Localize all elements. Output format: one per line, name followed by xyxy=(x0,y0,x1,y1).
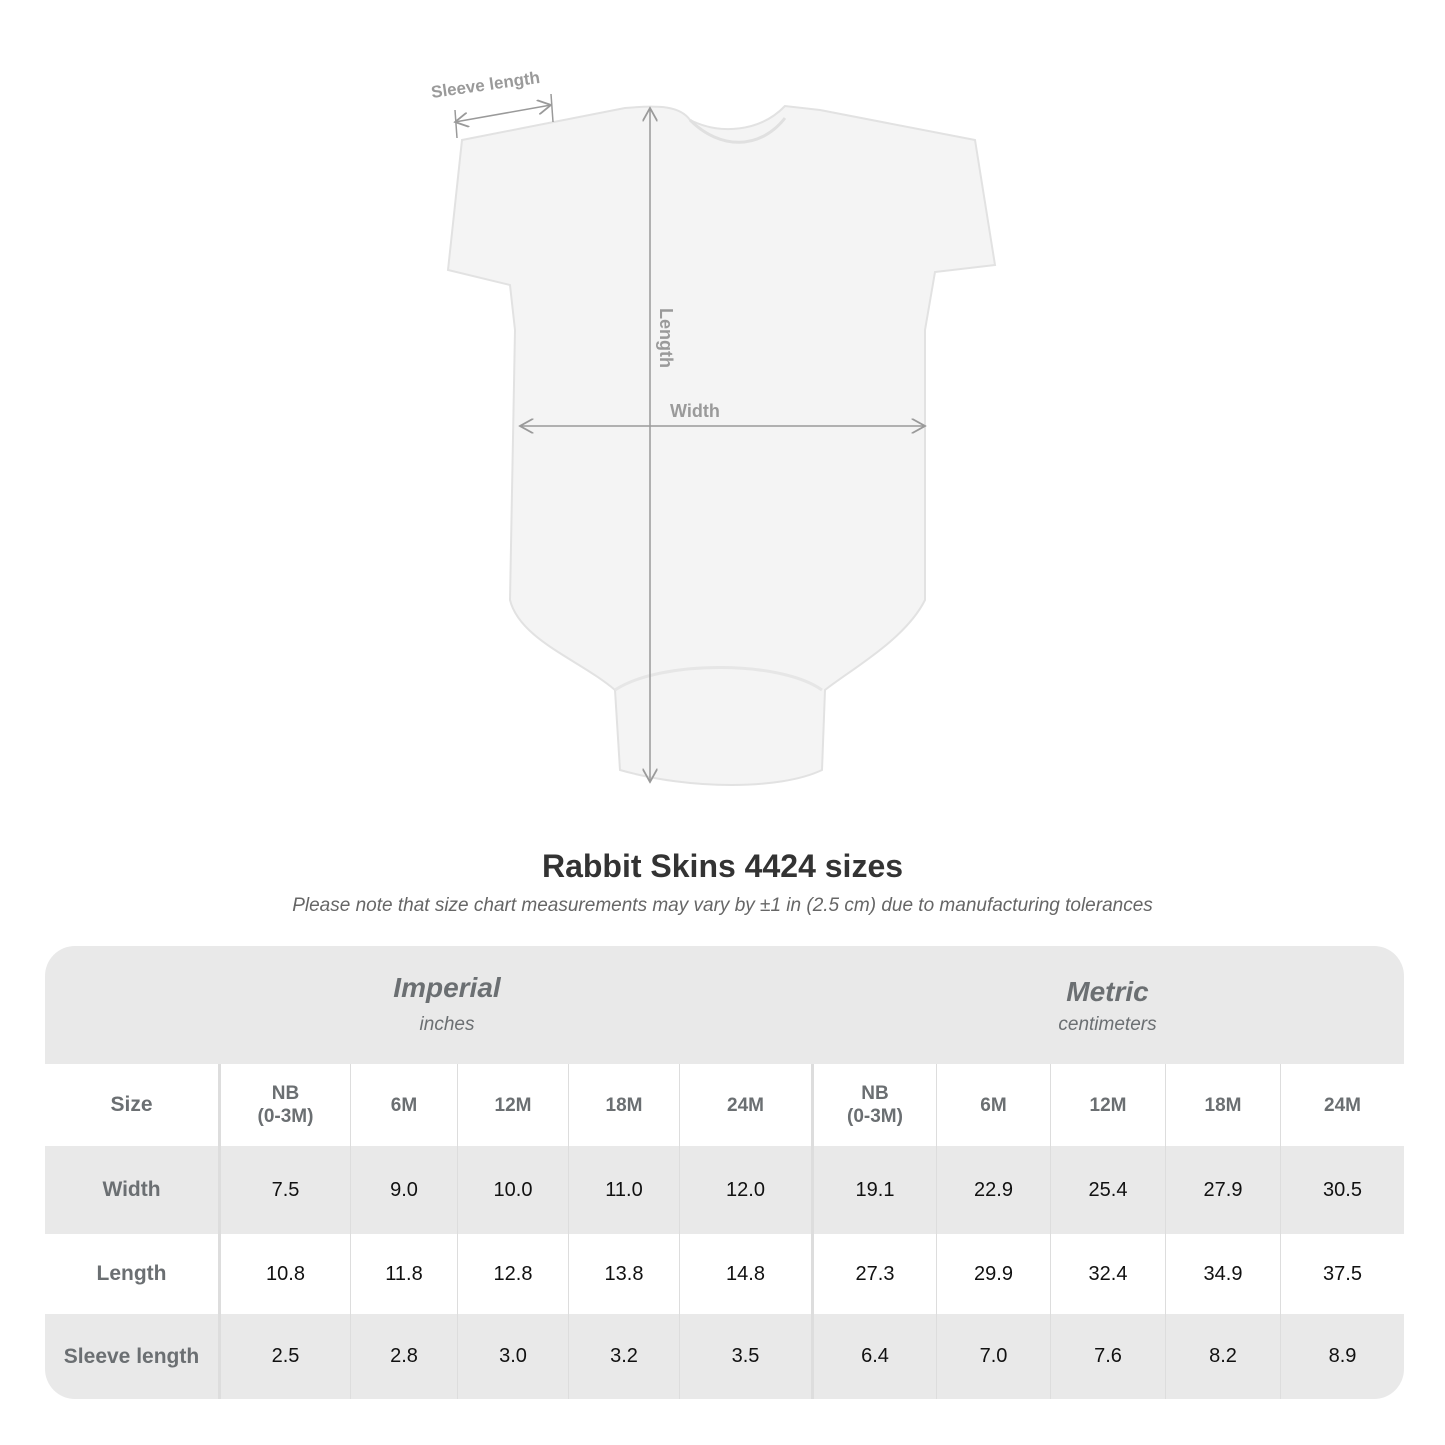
measurement-cell: 11.0 xyxy=(568,1146,679,1234)
size-column-header: NB (0-3M) xyxy=(811,1064,936,1146)
measurement-cell: 2.8 xyxy=(350,1314,457,1399)
measurement-cell: 30.5 xyxy=(1280,1146,1404,1234)
size-column-header: 24M xyxy=(1280,1064,1404,1146)
group-name: Imperial xyxy=(393,972,501,1003)
size-column-header: 18M xyxy=(1165,1064,1280,1146)
size-column-header: NB (0-3M) xyxy=(218,1064,350,1146)
size-header-row: Size NB (0-3M) 6M 12M 18M 24M NB (0-3M) 6M 12M 18… xyxy=(45,1064,1404,1146)
width-label: Width xyxy=(670,401,720,421)
size-column-header: 12M xyxy=(457,1064,568,1146)
tolerance-note: Please note that size chart measurements… xyxy=(292,895,1153,916)
size-column-header: 6M xyxy=(350,1064,457,1146)
size-column-header: 6M xyxy=(936,1064,1050,1146)
measurement-cell: 25.4 xyxy=(1050,1146,1165,1234)
measurement-cell: 2.5 xyxy=(218,1314,350,1399)
page-title: Rabbit Skins 4424 sizes xyxy=(541,848,904,884)
measurement-cell: 9.0 xyxy=(350,1146,457,1234)
measurement-cell: 32.4 xyxy=(1050,1234,1165,1314)
imperial-group: Imperial inches xyxy=(218,946,676,1064)
table-row: Sleeve length 2.5 2.8 3.0 3.2 3.5 6.4 7.0 7.6 8.2… xyxy=(45,1314,1404,1399)
sleeve-measure-line xyxy=(455,105,551,122)
table-row: Width 7.5 9.0 10.0 11.0 12.0 19.1 22.9 25.4 27.9 3… xyxy=(45,1146,1404,1234)
row-label: Length xyxy=(96,1262,167,1285)
measurement-cell: 10.8 xyxy=(218,1234,350,1314)
measurement-cell: 27.3 xyxy=(811,1234,936,1314)
size-label: Size xyxy=(110,1093,153,1116)
size-table: Imperial inches Metric centimeters Size N… xyxy=(45,946,1404,1399)
measurement-cell: 7.0 xyxy=(936,1314,1050,1399)
row-label: Width xyxy=(102,1178,161,1201)
measurement-cell: 8.2 xyxy=(1165,1314,1280,1399)
onesie-image xyxy=(446,104,997,786)
group-unit: inches xyxy=(419,1014,475,1035)
measurement-cell: 11.8 xyxy=(350,1234,457,1314)
measurement-cell: 12.0 xyxy=(679,1146,811,1234)
length-label: Length xyxy=(656,308,676,368)
measurement-cell: 10.0 xyxy=(457,1146,568,1234)
row-label: Sleeve length xyxy=(63,1344,200,1368)
onesie-diagram: Sleeve length Length Width xyxy=(430,68,997,786)
measurement-cell: 37.5 xyxy=(1280,1234,1404,1314)
measurement-cell: 34.9 xyxy=(1165,1234,1280,1314)
measurement-cell: 7.6 xyxy=(1050,1314,1165,1399)
measurement-cell: 8.9 xyxy=(1280,1314,1404,1399)
size-column-header: 24M xyxy=(679,1064,811,1146)
measurement-cell: 22.9 xyxy=(936,1146,1050,1234)
size-column-header: 18M xyxy=(568,1064,679,1146)
measurement-cell: 13.8 xyxy=(568,1234,679,1314)
group-name: Metric xyxy=(1066,976,1149,1007)
table-row: Length 10.8 11.8 12.8 13.8 14.8 27.3 29.9 32.4 34… xyxy=(45,1234,1404,1314)
measurement-cell: 3.5 xyxy=(679,1314,811,1399)
metric-group: Metric centimeters xyxy=(811,946,1404,1064)
measurement-cell: 12.8 xyxy=(457,1234,568,1314)
measurement-cell: 14.8 xyxy=(679,1234,811,1314)
measurement-cell: 27.9 xyxy=(1165,1146,1280,1234)
sleeve-length-label: Sleeve length xyxy=(430,68,541,102)
measurement-cell: 19.1 xyxy=(811,1146,936,1234)
measurement-cell: 3.0 xyxy=(457,1314,568,1399)
measurement-cell: 3.2 xyxy=(568,1314,679,1399)
group-unit: centimeters xyxy=(1058,1014,1157,1035)
measurement-cell: 29.9 xyxy=(936,1234,1050,1314)
size-column-header: 12M xyxy=(1050,1064,1165,1146)
measurement-cell: 7.5 xyxy=(218,1146,350,1234)
measurement-cell: 6.4 xyxy=(811,1314,936,1399)
table-header: Imperial inches Metric centimeters xyxy=(45,946,1404,1064)
